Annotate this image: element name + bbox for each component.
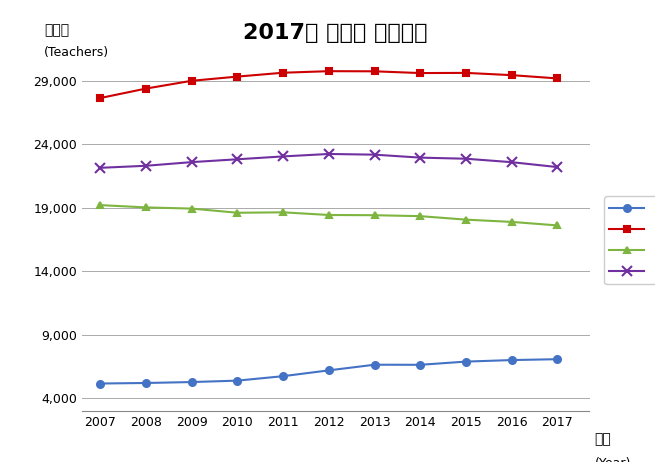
중학교 — [462, 217, 470, 222]
중학교 — [188, 206, 196, 211]
중학교 — [508, 219, 515, 225]
Title: 2017년 교원수 변동현황: 2017년 교원수 변동현황 — [244, 23, 428, 43]
Text: (Teachers): (Teachers) — [44, 46, 109, 59]
고등학교 — [142, 163, 150, 169]
중학교 — [142, 205, 150, 210]
Legend: 유치원, 초등학교, 중학교, 고등학교: 유치원, 초등학교, 중학교, 고등학교 — [604, 196, 655, 285]
고등학교 — [188, 159, 196, 165]
유치원 — [233, 378, 241, 383]
유치원 — [188, 379, 196, 385]
고등학교 — [279, 154, 287, 159]
초등학교 — [325, 68, 333, 74]
중학교 — [325, 212, 333, 218]
초등학교 — [188, 78, 196, 84]
초등학교 — [279, 70, 287, 75]
Text: (Year): (Year) — [595, 457, 631, 462]
고등학교 — [553, 164, 561, 170]
Line: 초등학교: 초등학교 — [97, 68, 561, 102]
중학교 — [96, 202, 104, 208]
유치원 — [371, 362, 379, 367]
고등학교 — [233, 157, 241, 162]
초등학교 — [96, 95, 104, 101]
Text: 연도: 연도 — [595, 432, 611, 447]
고등학교 — [508, 159, 515, 165]
유치원 — [508, 357, 515, 363]
중학교 — [553, 223, 561, 228]
초등학교 — [508, 73, 515, 78]
유치원 — [142, 380, 150, 386]
Line: 고등학교: 고등학교 — [96, 149, 563, 173]
Line: 중학교: 중학교 — [97, 201, 561, 229]
Line: 유치원: 유치원 — [97, 356, 561, 387]
고등학교 — [371, 152, 379, 158]
중학교 — [233, 210, 241, 216]
중학교 — [417, 213, 424, 219]
고등학교 — [325, 151, 333, 157]
초등학교 — [417, 70, 424, 76]
초등학교 — [553, 76, 561, 81]
초등학교 — [462, 70, 470, 76]
유치원 — [279, 373, 287, 379]
유치원 — [462, 359, 470, 365]
유치원 — [96, 381, 104, 386]
유치원 — [325, 368, 333, 373]
고등학교 — [417, 155, 424, 160]
고등학교 — [462, 156, 470, 162]
중학교 — [371, 213, 379, 218]
초등학교 — [233, 74, 241, 79]
Text: 교원수: 교원수 — [44, 24, 69, 37]
초등학교 — [371, 68, 379, 74]
유치원 — [417, 362, 424, 368]
중학교 — [279, 210, 287, 215]
초등학교 — [142, 86, 150, 91]
고등학교 — [96, 165, 104, 170]
유치원 — [553, 356, 561, 362]
